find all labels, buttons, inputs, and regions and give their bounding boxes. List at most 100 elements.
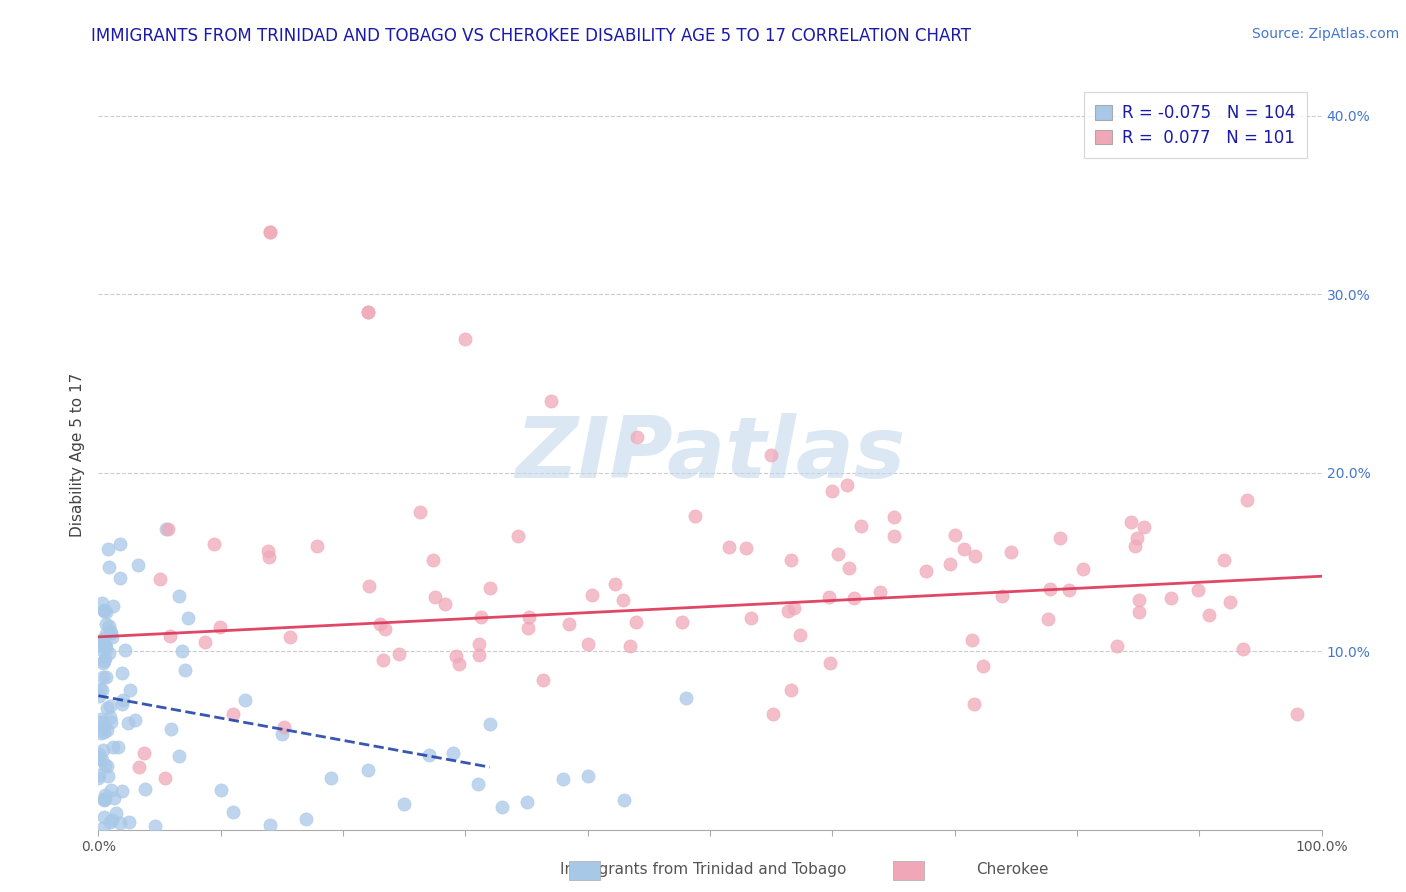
- Point: [515, 795, 537, 809]
- Point: [1125, 539, 1147, 553]
- Point: [259, 225, 281, 239]
- Point: [531, 673, 554, 687]
- Point: [100, 625, 122, 640]
- Point: [883, 510, 905, 524]
- Point: [107, 740, 129, 755]
- Point: [93, 810, 115, 824]
- Point: [96, 759, 118, 773]
- Point: [94, 650, 117, 665]
- Point: [111, 784, 134, 798]
- Point: [93, 758, 115, 772]
- Point: [675, 691, 697, 706]
- Point: [1039, 582, 1062, 596]
- Point: [740, 611, 762, 625]
- Point: [134, 781, 156, 796]
- Point: [558, 617, 581, 632]
- Point: [153, 771, 176, 785]
- Point: [540, 394, 562, 409]
- Point: [94, 638, 117, 652]
- Point: [156, 522, 179, 536]
- Point: [780, 683, 803, 698]
- Point: [418, 748, 440, 763]
- Point: [761, 448, 783, 462]
- Point: [222, 706, 245, 721]
- Point: [491, 799, 513, 814]
- Point: [93, 718, 115, 732]
- Point: [259, 818, 281, 832]
- Point: [94, 670, 117, 684]
- Point: [108, 537, 131, 551]
- Point: [963, 549, 986, 563]
- Point: [117, 715, 139, 730]
- Point: [100, 815, 122, 830]
- Point: [305, 539, 328, 553]
- Point: [762, 706, 785, 721]
- Point: [624, 615, 647, 629]
- Point: [1198, 607, 1220, 622]
- Point: [619, 639, 641, 653]
- Point: [98, 619, 121, 633]
- Point: [111, 693, 134, 707]
- Point: [209, 620, 232, 634]
- Point: [87, 771, 110, 785]
- Point: [202, 537, 225, 551]
- Point: [1071, 562, 1094, 576]
- Point: [422, 552, 444, 566]
- Point: [1128, 592, 1150, 607]
- Point: [991, 590, 1014, 604]
- Point: [127, 558, 149, 572]
- Point: [1121, 515, 1143, 529]
- Point: [90, 753, 112, 767]
- Point: [1000, 545, 1022, 559]
- Point: [103, 790, 125, 805]
- Point: [98, 624, 121, 638]
- Point: [97, 769, 120, 783]
- Point: [172, 643, 194, 657]
- Point: [356, 305, 378, 319]
- Point: [869, 585, 891, 599]
- Point: [98, 699, 121, 714]
- Point: [105, 806, 128, 821]
- Point: [87, 638, 110, 652]
- Point: [943, 528, 966, 542]
- Point: [433, 597, 456, 611]
- Point: [89, 690, 111, 704]
- Point: [779, 553, 801, 567]
- Point: [100, 631, 122, 645]
- Point: [209, 783, 232, 797]
- Point: [177, 611, 200, 625]
- Point: [1219, 595, 1241, 609]
- Point: [100, 783, 122, 797]
- Point: [96, 616, 118, 631]
- Point: [782, 601, 804, 615]
- Point: [939, 557, 962, 571]
- Point: [94, 789, 117, 803]
- Point: [818, 656, 841, 670]
- Point: [111, 666, 134, 681]
- Point: [1236, 493, 1258, 508]
- Point: [423, 590, 446, 604]
- Point: [91, 670, 114, 684]
- Text: Cherokee: Cherokee: [976, 863, 1049, 877]
- Point: [467, 777, 489, 791]
- Point: [357, 580, 380, 594]
- Point: [98, 710, 121, 724]
- Point: [960, 632, 983, 647]
- Point: [519, 610, 541, 624]
- Point: [167, 749, 190, 764]
- Point: [626, 430, 648, 444]
- Point: [259, 225, 281, 239]
- Point: [356, 763, 378, 777]
- Point: [100, 715, 122, 730]
- Point: [388, 647, 411, 661]
- Point: [319, 771, 342, 785]
- Text: Source: ZipAtlas.com: Source: ZipAtlas.com: [1251, 27, 1399, 41]
- Point: [612, 592, 634, 607]
- Point: [441, 746, 464, 760]
- Point: [605, 577, 627, 591]
- Point: [827, 547, 849, 561]
- Point: [273, 720, 295, 734]
- Point: [91, 657, 114, 671]
- Point: [356, 305, 378, 319]
- Point: [1212, 553, 1234, 567]
